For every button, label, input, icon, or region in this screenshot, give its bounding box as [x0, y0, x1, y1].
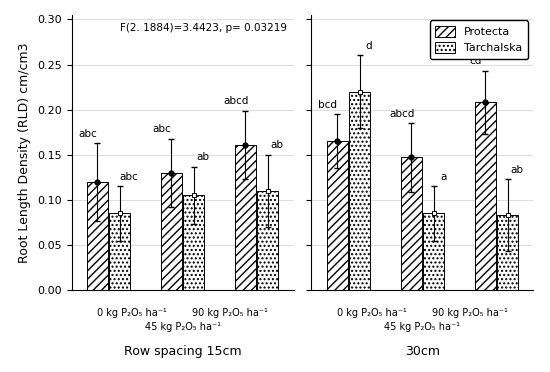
Bar	[183, 195, 204, 290]
Text: ab: ab	[197, 152, 210, 162]
Bar	[497, 215, 518, 290]
Text: ab: ab	[271, 140, 284, 150]
Text: abc: abc	[120, 172, 139, 182]
Text: a: a	[440, 172, 447, 182]
Text: d: d	[366, 41, 372, 51]
Text: abcd: abcd	[223, 96, 249, 106]
Text: abcd: abcd	[389, 109, 414, 119]
Bar	[327, 141, 348, 290]
Bar	[349, 92, 370, 290]
Bar	[161, 173, 182, 290]
Text: 0 kg P₂O₅ ha⁻¹: 0 kg P₂O₅ ha⁻¹	[97, 308, 167, 318]
Bar	[401, 157, 422, 290]
Bar	[475, 102, 496, 290]
Y-axis label: Root Length Density (RLD) cm/cm3: Root Length Density (RLD) cm/cm3	[19, 42, 31, 263]
Legend: Protecta, Tarchalska: Protecta, Tarchalska	[430, 20, 528, 59]
Text: F(2. 1884)=3.4423, p= 0.03219: F(2. 1884)=3.4423, p= 0.03219	[120, 23, 287, 33]
Text: 45 kg P₂O₅ ha⁻¹: 45 kg P₂O₅ ha⁻¹	[384, 322, 460, 332]
Bar	[257, 191, 278, 290]
Text: Row spacing 15cm: Row spacing 15cm	[124, 345, 241, 358]
Text: 45 kg P₂O₅ ha⁻¹: 45 kg P₂O₅ ha⁻¹	[145, 322, 221, 332]
Text: 90 kg P₂O₅ ha⁻¹: 90 kg P₂O₅ ha⁻¹	[432, 308, 508, 318]
Text: 30cm: 30cm	[405, 345, 440, 358]
Bar	[423, 214, 444, 290]
Text: 0 kg P₂O₅ ha⁻¹: 0 kg P₂O₅ ha⁻¹	[337, 308, 407, 318]
Text: cd: cd	[470, 56, 482, 66]
Text: abc: abc	[152, 124, 171, 134]
Bar	[87, 182, 108, 290]
Text: 90 kg P₂O₅ ha⁻¹: 90 kg P₂O₅ ha⁻¹	[192, 308, 268, 318]
Bar	[235, 145, 256, 290]
Text: abc: abc	[79, 129, 97, 138]
Text: ab: ab	[511, 165, 524, 174]
Text: bcd: bcd	[318, 100, 337, 110]
Bar	[109, 214, 130, 290]
